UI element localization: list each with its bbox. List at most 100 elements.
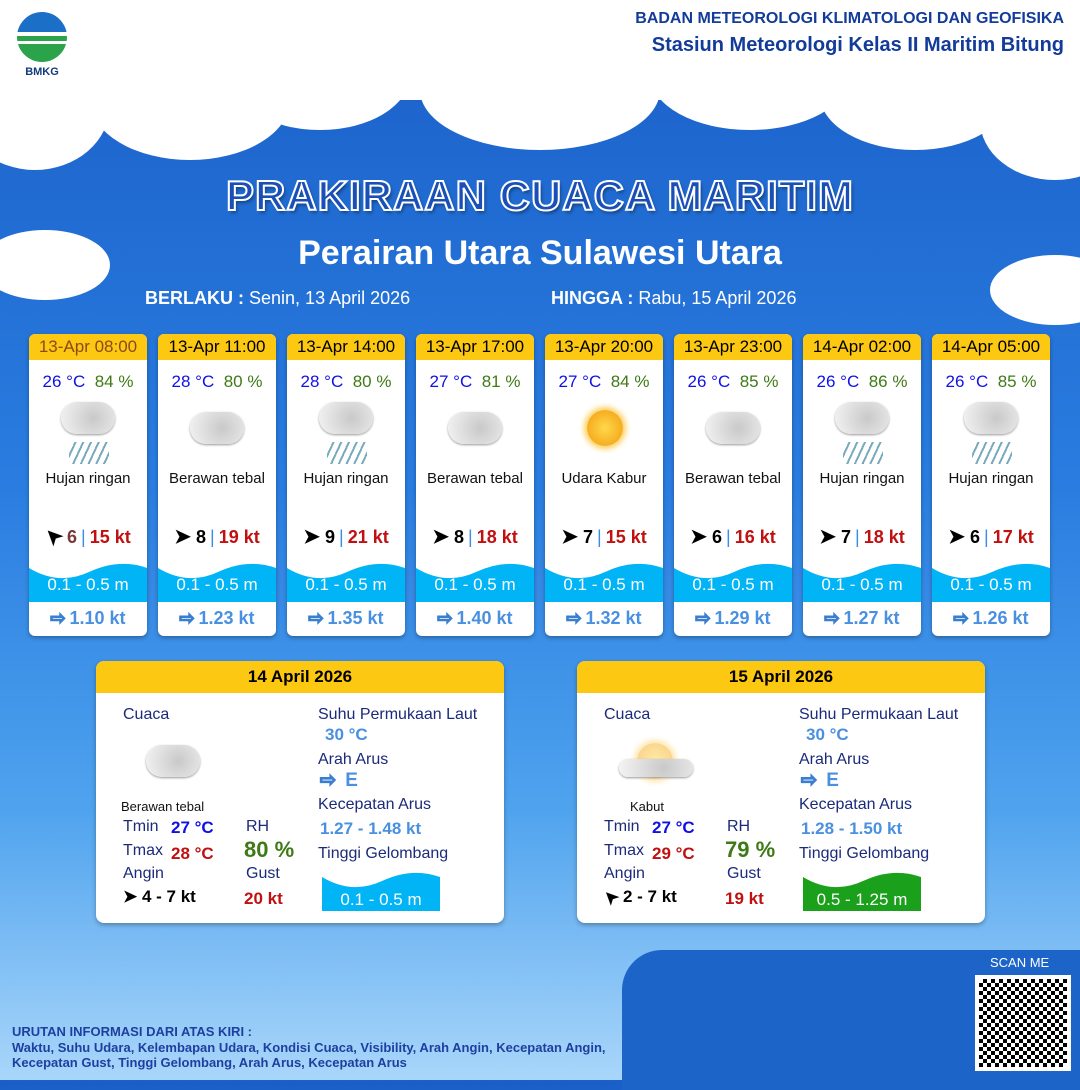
wind-direction-icon: ➤ [690,526,707,548]
wind-speed: 7 [583,527,594,547]
forecast-time: 13-Apr 17:00 [416,334,534,360]
humidity: 86 % [868,372,908,391]
daily-rh: 80 % [244,837,295,862]
weather-condition: Hujan ringan [948,470,1034,487]
cloud-icon [440,398,510,468]
wind-direction-icon: ➤ [40,522,68,550]
weather-condition: Hujan ringan [45,470,131,487]
forecast-time: 14-Apr 02:00 [803,334,921,360]
gust-speed: 18 kt [476,527,518,547]
wind-direction-icon: ➤ [123,887,138,906]
rain-cloud-icon [956,398,1026,468]
tmax: 28 °C [171,844,214,863]
current-direction: ⇨ E [801,770,839,792]
wave-height: 0.1 - 0.5 m [932,560,1050,602]
label-kecepatan-arus: Kecepatan Arus [318,796,431,813]
valid-to: HINGGA : Rabu, 15 April 2026 [551,288,797,308]
current-speed: 1.27 - 1.48 kt [320,819,422,838]
current-direction-icon: ⇨ [824,608,840,629]
current-speed: 1.40 kt [456,608,513,628]
sst: 30 °C [325,725,368,744]
daily-weather: Berawan tebal [121,799,205,814]
air-temp: 27 °C [558,372,602,391]
humidity: 84 % [94,372,134,391]
gust-speed: 15 kt [89,527,131,547]
cloud-decoration [0,230,110,300]
daily-date: 15 April 2026 [577,661,985,693]
forecast-card: 13-Apr 23:00 26 °C 85 % Berawan tebal ➤ … [674,334,792,636]
label-tmax: Tmax [604,842,644,859]
current-direction-icon: ⇨ [801,770,818,792]
wave-height: 0.1 - 0.5 m [158,560,276,602]
daily-gust: 20 kt [244,889,283,908]
tmin: 27 °C [171,818,214,837]
label-cuaca: Cuaca [604,706,651,723]
forecast-card: 13-Apr 08:00 26 °C 84 % Hujan ringan ➤ 6… [29,334,147,636]
forecast-card: 13-Apr 20:00 27 °C 84 % Udara Kabur ➤ 7 |… [545,334,663,636]
wind-speed: 8 [196,527,207,547]
label-tinggi-gelombang: Tinggi Gelombang [799,845,930,862]
label-gust: Gust [727,865,761,882]
current-direction-icon: ⇨ [50,608,66,629]
current-direction-icon: ⇨ [566,608,582,629]
current-speed: 1.32 kt [585,608,642,628]
forecast-card: 14-Apr 05:00 26 °C 85 % Hujan ringan ➤ 6… [932,334,1050,636]
label-arah-arus: Arah Arus [799,751,870,768]
air-temp: 26 °C [687,372,731,391]
daily-rh: 79 % [725,837,776,862]
wind-direction-icon: ➤ [819,526,836,548]
gust-speed: 16 kt [734,527,776,547]
haze-sun-icon [569,398,639,468]
forecast-time: 13-Apr 23:00 [674,334,792,360]
rain-cloud-icon [53,398,123,468]
humidity: 85 % [739,372,779,391]
humidity: 84 % [610,372,650,391]
rain-cloud-icon [827,398,897,468]
qr-code[interactable] [975,975,1071,1071]
humidity: 81 % [481,372,521,391]
label-gust: Gust [246,865,280,882]
footer-text: Waktu, Suhu Udara, Kelembapan Udara, Kon… [12,1040,606,1070]
page-subtitle: Perairan Utara Sulawesi Utara [298,234,782,272]
tmin: 27 °C [652,818,695,837]
wave-height: 0.1 - 0.5 m [545,560,663,602]
wind-direction-icon: ➤ [599,885,623,910]
current-direction-icon: ⇨ [320,770,337,792]
air-temp: 26 °C [816,372,860,391]
daily-gust: 19 kt [725,889,764,908]
humidity: 85 % [997,372,1037,391]
scan-label: SCAN ME [990,955,1050,970]
label-tmax: Tmax [123,842,163,859]
gust-speed: 21 kt [347,527,389,547]
wave-height: 0.1 - 0.5 m [416,560,534,602]
wave-height: 0.1 - 0.5 m [29,560,147,602]
label-arah-arus: Arah Arus [318,751,389,768]
cloud-decoration [820,40,1010,150]
wind-speed: 6 [712,527,723,547]
wave-height: 0.1 - 0.5 m [674,560,792,602]
label-angin: Angin [604,865,645,882]
label-kecepatan-arus: Kecepatan Arus [799,796,912,813]
current-speed: 1.27 kt [843,608,900,628]
fog-icon [619,731,693,801]
cloud-icon [182,398,252,468]
forecast-time: 13-Apr 20:00 [545,334,663,360]
current-direction-icon: ⇨ [695,608,711,629]
air-temp: 28 °C [171,372,215,391]
label-angin: Angin [123,865,164,882]
daily-wave-height: 0.5 - 1.25 m [803,866,921,914]
wave-height: 0.1 - 0.5 m [803,560,921,602]
wind-direction-icon: ➤ [561,526,578,548]
daily-weather: Kabut [630,799,664,814]
wind-speed: 6 [67,527,78,547]
air-temp: 26 °C [945,372,989,391]
current-speed: 1.10 kt [69,608,126,628]
label-rh: RH [727,818,751,835]
label-rh: RH [246,818,270,835]
label-tmin: Tmin [604,818,640,835]
cloud-decoration [420,30,660,150]
org-name: BADAN METEOROLOGI KLIMATOLOGI DAN GEOFIS… [635,10,1064,27]
wind-direction-icon: ➤ [948,526,965,548]
wind-speed: 9 [325,527,336,547]
wind-direction-icon: ➤ [174,526,191,548]
